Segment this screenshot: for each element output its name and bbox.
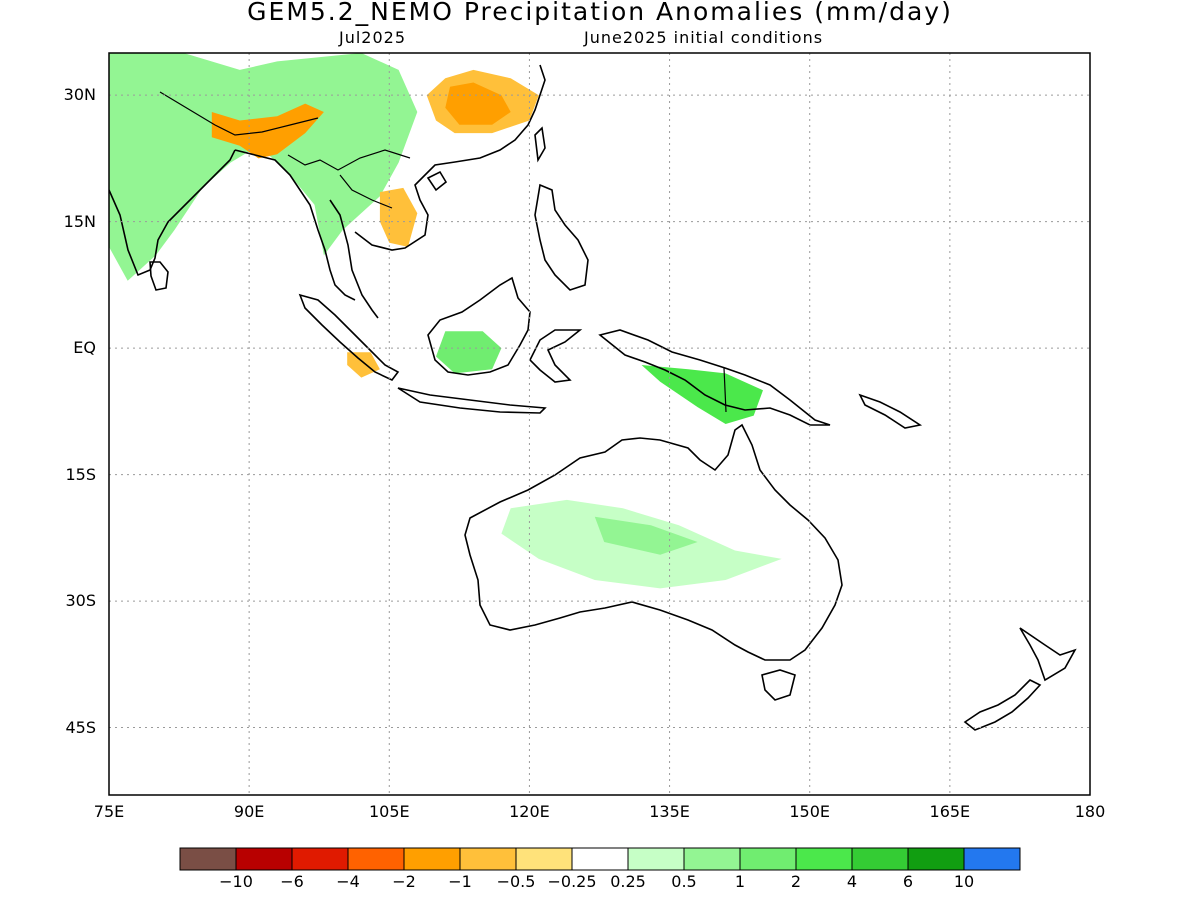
colorbar-label: −2 bbox=[392, 872, 416, 891]
colorbar-label: 2 bbox=[790, 872, 802, 891]
colorbar-label: −0.25 bbox=[547, 872, 597, 891]
coastline-nz-south bbox=[963, 679, 1042, 731]
lon-tick-label: 165E bbox=[929, 802, 971, 821]
coastline-hainan bbox=[426, 170, 448, 192]
colorbar bbox=[179, 847, 1021, 871]
colorbar-swatch bbox=[795, 847, 853, 871]
coastline-new-guinea bbox=[598, 329, 831, 426]
colorbar-swatch bbox=[403, 847, 461, 871]
colorbar-label: −0.5 bbox=[496, 872, 536, 891]
colorbar-swatch bbox=[683, 847, 741, 871]
anomaly-region-new-guinea-wet bbox=[641, 365, 763, 424]
colorbar-swatch bbox=[907, 847, 965, 871]
coastline-borneo bbox=[427, 276, 531, 376]
lat-tick-label: 45S bbox=[65, 717, 96, 737]
lon-tick-label: 135E bbox=[649, 802, 690, 821]
initial-conditions-label: June2025 initial conditions bbox=[584, 28, 824, 47]
coastline-taiwan bbox=[534, 126, 546, 163]
lon-tick-label: 120E bbox=[509, 802, 550, 821]
colorbar-swatch bbox=[291, 847, 349, 871]
coastline-nz-north bbox=[1019, 627, 1077, 682]
lat-tick-label: 30N bbox=[63, 85, 96, 105]
plot-frame bbox=[108, 52, 1091, 796]
border-lines bbox=[159, 91, 727, 413]
coastline-indochina bbox=[354, 64, 546, 251]
colorbar-label: 0.25 bbox=[610, 872, 646, 891]
colorbar-swatch bbox=[627, 847, 685, 871]
colorbar-swatch bbox=[571, 847, 629, 871]
anomaly-region-australia-wet-core bbox=[594, 516, 698, 555]
colorbar-swatch bbox=[179, 847, 237, 871]
lat-tick-label: EQ bbox=[73, 338, 96, 358]
coastline-philippines bbox=[534, 183, 589, 291]
colorbar-label: 0.5 bbox=[671, 872, 697, 891]
colorbar-swatch bbox=[347, 847, 405, 871]
colorbar-swatch bbox=[739, 847, 797, 871]
lon-tick-label: 105E bbox=[368, 802, 410, 821]
anomaly-shading bbox=[109, 53, 782, 589]
colorbar-label: −1 bbox=[448, 872, 472, 891]
anomaly-region-mekong-dry bbox=[379, 187, 418, 247]
coastline-sulawesi bbox=[529, 329, 583, 383]
colorbar-label: −4 bbox=[336, 872, 360, 891]
lat-tick-label: 15S bbox=[65, 464, 96, 484]
valid-month-label: Jul2025 bbox=[339, 28, 407, 47]
lat-lon-grid bbox=[109, 53, 1090, 795]
colorbar-label: 4 bbox=[846, 872, 858, 891]
lon-tick-label: 90E bbox=[233, 802, 265, 821]
coastlines bbox=[109, 64, 1077, 731]
colorbar-swatch bbox=[963, 847, 1021, 871]
colorbar-swatch bbox=[235, 847, 293, 871]
anomaly-region-south-asia-wet bbox=[109, 53, 418, 281]
colorbar-swatch bbox=[515, 847, 573, 871]
colorbar-swatch bbox=[851, 847, 909, 871]
coastline-australia bbox=[464, 423, 843, 661]
colorbar-label: −6 bbox=[280, 872, 304, 891]
coastline-myanmar bbox=[234, 149, 356, 301]
coastline-tasmania bbox=[761, 669, 796, 701]
lon-tick-label: 75E bbox=[93, 802, 125, 821]
lat-tick-label: 15N bbox=[63, 211, 96, 231]
chart-title: GEM5.2_NEMO Precipitation Anomalies (mm/… bbox=[247, 0, 953, 26]
colorbar-label: −10 bbox=[219, 872, 253, 891]
coastline-solomons bbox=[858, 393, 923, 429]
lon-tick-label: 150E bbox=[789, 802, 831, 821]
coastline-sri-lanka bbox=[149, 261, 169, 291]
colorbar-label: 10 bbox=[953, 872, 975, 891]
colorbar-swatch bbox=[459, 847, 517, 871]
anomaly-region-borneo-wet bbox=[436, 331, 502, 374]
anomaly-region-china-dry-core bbox=[445, 82, 511, 125]
coastline-sumatra bbox=[298, 293, 400, 382]
coastline-java bbox=[397, 387, 547, 414]
coastline-malay bbox=[329, 199, 379, 319]
coastline-india bbox=[109, 149, 236, 277]
lon-tick-label: 180 bbox=[1074, 802, 1106, 821]
colorbar-label: 6 bbox=[902, 872, 914, 891]
colorbar-label: 1 bbox=[734, 872, 746, 891]
lat-tick-label: 30S bbox=[65, 591, 96, 611]
anomaly-region-sumatra-dry bbox=[347, 352, 380, 378]
